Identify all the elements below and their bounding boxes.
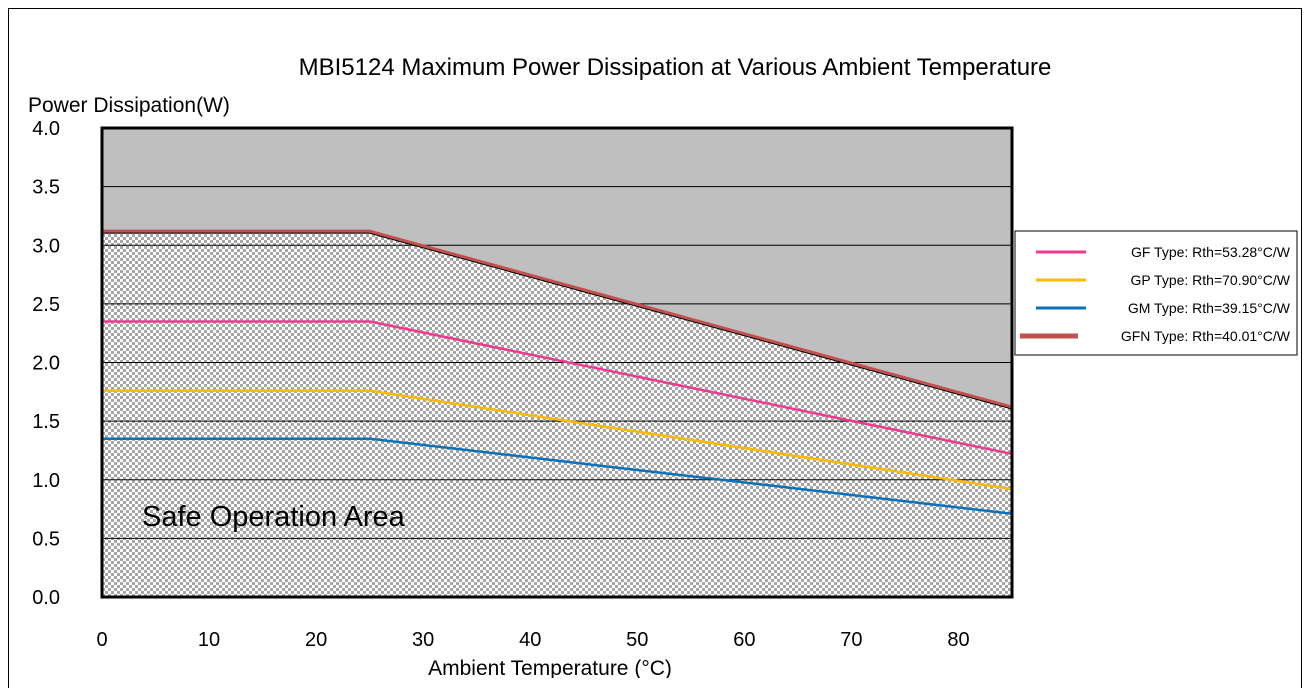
y-tick-label: 2.0 (32, 353, 60, 375)
safe-area-annotation: Safe Operation Area (142, 501, 406, 533)
chart-title: MBI5124 Maximum Power Dissipation at Var… (299, 54, 1052, 81)
series-line (102, 320, 1013, 456)
legend-label: GP Type: Rth=70.90°C/W (1130, 272, 1290, 288)
x-tick-labels: 0 10 20 30 40 50 60 70 80 (96, 629, 969, 651)
x-tick-label: 40 (519, 629, 541, 651)
chart-frame (8, 8, 1302, 688)
y-tick-label: 3.5 (32, 177, 60, 199)
y-tick-label: 2.5 (32, 294, 60, 316)
series-line (102, 229, 1013, 409)
x-tick-label: 70 (840, 629, 862, 651)
x-tick-label: 10 (198, 629, 220, 651)
y-tick-labels: 0.0 0.5 1.0 1.5 2.0 2.5 3.0 3.5 4.0 (32, 118, 60, 609)
y-tick-label: 1.0 (32, 470, 60, 492)
plot-border (100, 126, 1014, 599)
legend-label: GFN Type: Rth=40.01°C/W (1121, 328, 1291, 344)
y-tick-label: 1.5 (32, 411, 60, 433)
y-tick-label: 0.5 (32, 528, 60, 550)
x-tick-label: 30 (412, 629, 434, 651)
series-line (102, 437, 1013, 515)
x-tick-label: 0 (96, 629, 107, 651)
plot-area (100, 126, 1014, 599)
y-tick-label: 3.0 (32, 235, 60, 257)
series-line (102, 389, 1013, 491)
y-tick-label: 4.0 (32, 118, 60, 140)
legend-label: GM Type: Rth=39.15°C/W (1128, 300, 1291, 316)
x-tick-label: 50 (626, 629, 648, 651)
legend: GF Type: Rth=53.28°C/W GP Type: Rth=70.90… (1014, 230, 1298, 356)
y-axis-label: Power Dissipation(W) (28, 94, 230, 117)
x-tick-label: 60 (733, 629, 755, 651)
x-tick-label: 20 (305, 629, 327, 651)
y-tick-label: 0.0 (32, 587, 60, 609)
x-tick-label: 80 (947, 629, 969, 651)
x-axis-label: Ambient Temperature (°C) (428, 657, 672, 678)
legend-label: GF Type: Rth=53.28°C/W (1131, 244, 1291, 260)
